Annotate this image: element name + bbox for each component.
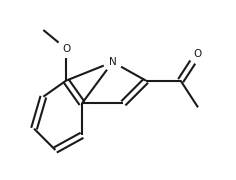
Text: N: N [109,57,117,67]
FancyBboxPatch shape [105,55,120,69]
FancyBboxPatch shape [59,41,73,56]
Text: O: O [62,44,70,54]
Text: O: O [194,49,202,59]
FancyBboxPatch shape [191,47,205,61]
